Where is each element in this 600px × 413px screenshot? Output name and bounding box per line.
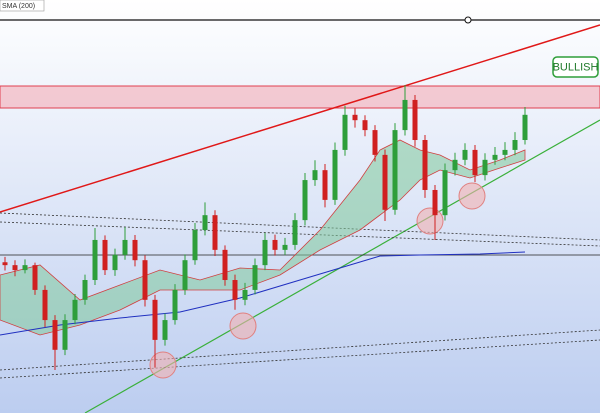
candle-body — [492, 154, 498, 160]
resistance-zone — [0, 85, 600, 109]
candle-body — [422, 140, 428, 190]
indicator-label: SMA (200) — [2, 3, 35, 10]
candle-body — [402, 99, 408, 131]
candle-body — [192, 230, 198, 261]
candle-body — [42, 289, 48, 321]
candle-body — [392, 130, 398, 210]
candle-body — [282, 244, 288, 250]
candle-body — [52, 320, 58, 350]
candle-body — [272, 239, 278, 250]
candle-body — [32, 265, 38, 290]
candle-body — [252, 265, 258, 290]
candle-body — [302, 180, 308, 221]
upper-trendline — [0, 24, 600, 213]
candle-body — [82, 280, 88, 300]
candle-body — [112, 254, 118, 271]
candle-body — [22, 265, 28, 271]
candle-body — [512, 140, 518, 150]
candle-body — [342, 114, 348, 150]
candle-body — [12, 265, 18, 271]
candle-body — [2, 262, 8, 266]
candle-body — [462, 149, 468, 160]
sma-line — [0, 251, 526, 336]
candle-body — [122, 239, 128, 255]
channel-line — [0, 212, 600, 241]
line-handle — [464, 16, 472, 24]
candle-body — [312, 170, 318, 181]
candle-body — [362, 120, 368, 131]
candle-body — [292, 220, 298, 245]
candle-body — [352, 114, 358, 121]
signal-box — [552, 56, 599, 78]
candle-body — [212, 215, 218, 250]
candle-body — [522, 114, 528, 141]
candle-body — [322, 170, 328, 200]
candle-body — [172, 289, 178, 321]
channel-line — [0, 339, 600, 379]
candle-body — [222, 249, 228, 281]
touch-circle — [458, 182, 486, 210]
candle-body — [232, 280, 238, 300]
candle-body — [432, 189, 438, 216]
candle-body — [452, 159, 458, 171]
candle-body — [142, 260, 148, 300]
candle-body — [372, 130, 378, 155]
candle-body — [472, 149, 478, 176]
candle-body — [62, 320, 68, 350]
signal-label: BULLISH — [553, 61, 599, 73]
candle-body — [412, 99, 418, 141]
candle-body — [482, 159, 488, 176]
candle-body — [182, 260, 188, 290]
candle-body — [382, 154, 388, 210]
touch-circle — [416, 207, 444, 235]
candle-body — [92, 239, 98, 281]
candle-body — [162, 320, 168, 340]
candle-body — [102, 239, 108, 271]
candle-body — [502, 149, 508, 155]
candle-body — [442, 170, 448, 216]
candle-body — [72, 299, 78, 321]
candle-body — [132, 239, 138, 261]
indicator-box — [0, 0, 45, 12]
candle-body — [152, 299, 158, 340]
touch-circle — [229, 312, 257, 340]
candle-body — [262, 239, 268, 266]
channel-line — [0, 329, 600, 371]
channel-line — [0, 221, 600, 247]
candles — [2, 85, 528, 371]
candle-body — [242, 289, 248, 300]
touch-circle — [149, 351, 177, 379]
candle-body — [202, 215, 208, 231]
candle-body — [332, 149, 338, 200]
